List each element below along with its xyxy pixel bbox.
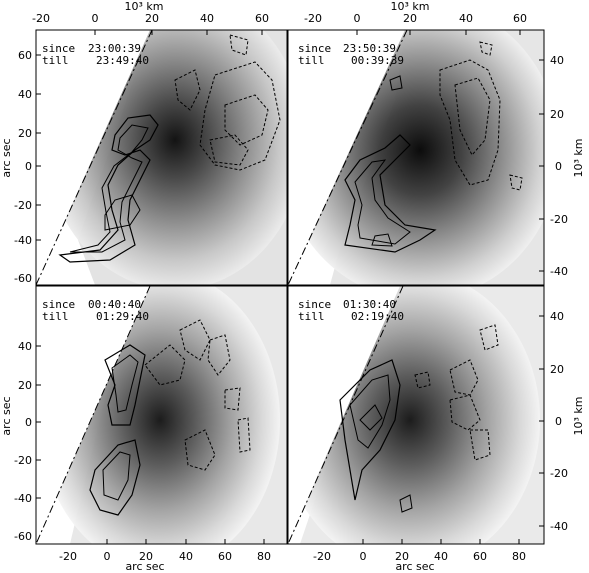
top-left-tick: -20 xyxy=(32,12,50,25)
left-bottom-axis-title: arc sec xyxy=(0,396,13,435)
panel-3-since-label: since xyxy=(42,298,75,311)
left-top-tick: -20 xyxy=(14,199,32,212)
panel-2-since-label: since xyxy=(298,42,331,55)
left-top-tick: 0 xyxy=(25,160,32,173)
bottom-left-tick: 60 xyxy=(218,550,232,563)
left-top-tick: 60 xyxy=(18,49,32,62)
panel-2-till-time: 00:39:39 xyxy=(351,54,404,67)
right-top-tick: 40 xyxy=(550,54,564,67)
left-bottom-tick: 40 xyxy=(18,340,32,353)
bottom-right-tick: 80 xyxy=(512,550,526,563)
bottom-right-axis-title: arc sec xyxy=(395,560,434,573)
panel-3: since 00:40:40 till 01:29:40 xyxy=(35,285,288,545)
left-top-axis-title: arc sec xyxy=(0,138,13,177)
left-bottom-tick: 0 xyxy=(25,416,32,429)
panel-2: since 23:50:39 till 00:39:39 xyxy=(287,29,545,286)
bottom-left-tick: 0 xyxy=(104,550,111,563)
right-bottom-tick: 40 xyxy=(550,310,564,323)
top-left-tick: 20 xyxy=(145,12,159,25)
right-bottom-axis-title: 10³ km xyxy=(572,397,585,436)
panel-3-till-time: 01:29:40 xyxy=(96,310,149,323)
panel-2-till-label: till xyxy=(298,54,325,67)
right-top-tick: 0 xyxy=(555,160,562,173)
right-bottom-tick: -40 xyxy=(550,520,568,533)
right-top-tick: -20 xyxy=(550,213,568,226)
tick-marks xyxy=(36,30,544,544)
panel-1: since 23:00:39 till 23:49:40 xyxy=(35,29,288,286)
bottom-right-tick: -20 xyxy=(313,550,331,563)
panel-2-since-time: 23:50:39 xyxy=(343,42,396,55)
bottom-right-tick: 60 xyxy=(473,550,487,563)
left-top-tick: 40 xyxy=(18,88,32,101)
panel-1-since-label: since xyxy=(42,42,75,55)
panel-1-since-time: 23:00:39 xyxy=(88,42,141,55)
top-right-tick: -20 xyxy=(304,12,322,25)
right-bottom-tick: 0 xyxy=(555,415,562,428)
bottom-right-tick: 0 xyxy=(360,550,367,563)
panel-4-since-time: 01:30:40 xyxy=(343,298,396,311)
right-bottom-tick: 20 xyxy=(550,363,564,376)
right-bottom-tick: -20 xyxy=(550,467,568,480)
left-top-tick: -40 xyxy=(14,234,32,247)
panel-4-till-time: 02:19:40 xyxy=(351,310,404,323)
left-top-tick: -60 xyxy=(14,272,32,285)
panel-4: since 01:30:40 till 02:19:40 xyxy=(287,285,545,545)
bottom-right-tick: 20 xyxy=(395,550,409,563)
bottom-right-tick: 40 xyxy=(434,550,448,563)
left-bottom-tick: -60 xyxy=(14,530,32,543)
right-top-axis-title: 10³ km xyxy=(572,139,585,178)
top-left-tick: 40 xyxy=(200,12,214,25)
top-left-tick: 60 xyxy=(255,12,269,25)
top-right-tick: 20 xyxy=(403,12,417,25)
top-right-tick: 60 xyxy=(513,12,527,25)
bottom-left-tick: -20 xyxy=(59,550,77,563)
panel-3-since-time: 00:40:40 xyxy=(88,298,141,311)
top-right-tick: 0 xyxy=(354,12,361,25)
bottom-left-tick: 20 xyxy=(139,550,153,563)
right-top-tick: 20 xyxy=(550,108,564,121)
panel-1-till-label: till xyxy=(42,54,69,67)
panel-4-till-label: till xyxy=(298,310,325,323)
panel-1-till-time: 23:49:40 xyxy=(96,54,149,67)
left-bottom-tick: -20 xyxy=(14,454,32,467)
top-right-axis-title: 10³ km xyxy=(391,0,430,13)
left-top-tick: 20 xyxy=(18,127,32,140)
left-bottom-tick: -40 xyxy=(14,492,32,505)
left-bottom-tick: 20 xyxy=(18,379,32,392)
top-left-tick: 0 xyxy=(92,12,99,25)
panel-3-till-label: till xyxy=(42,310,69,323)
right-top-tick: -40 xyxy=(550,265,568,278)
bottom-left-tick: 80 xyxy=(257,550,271,563)
bottom-left-axis-title: arc sec xyxy=(125,560,164,573)
panel-4-since-label: since xyxy=(298,298,331,311)
bottom-left-tick: 40 xyxy=(179,550,193,563)
top-left-axis-title: 10³ km xyxy=(125,0,164,13)
top-right-tick: 40 xyxy=(459,12,473,25)
